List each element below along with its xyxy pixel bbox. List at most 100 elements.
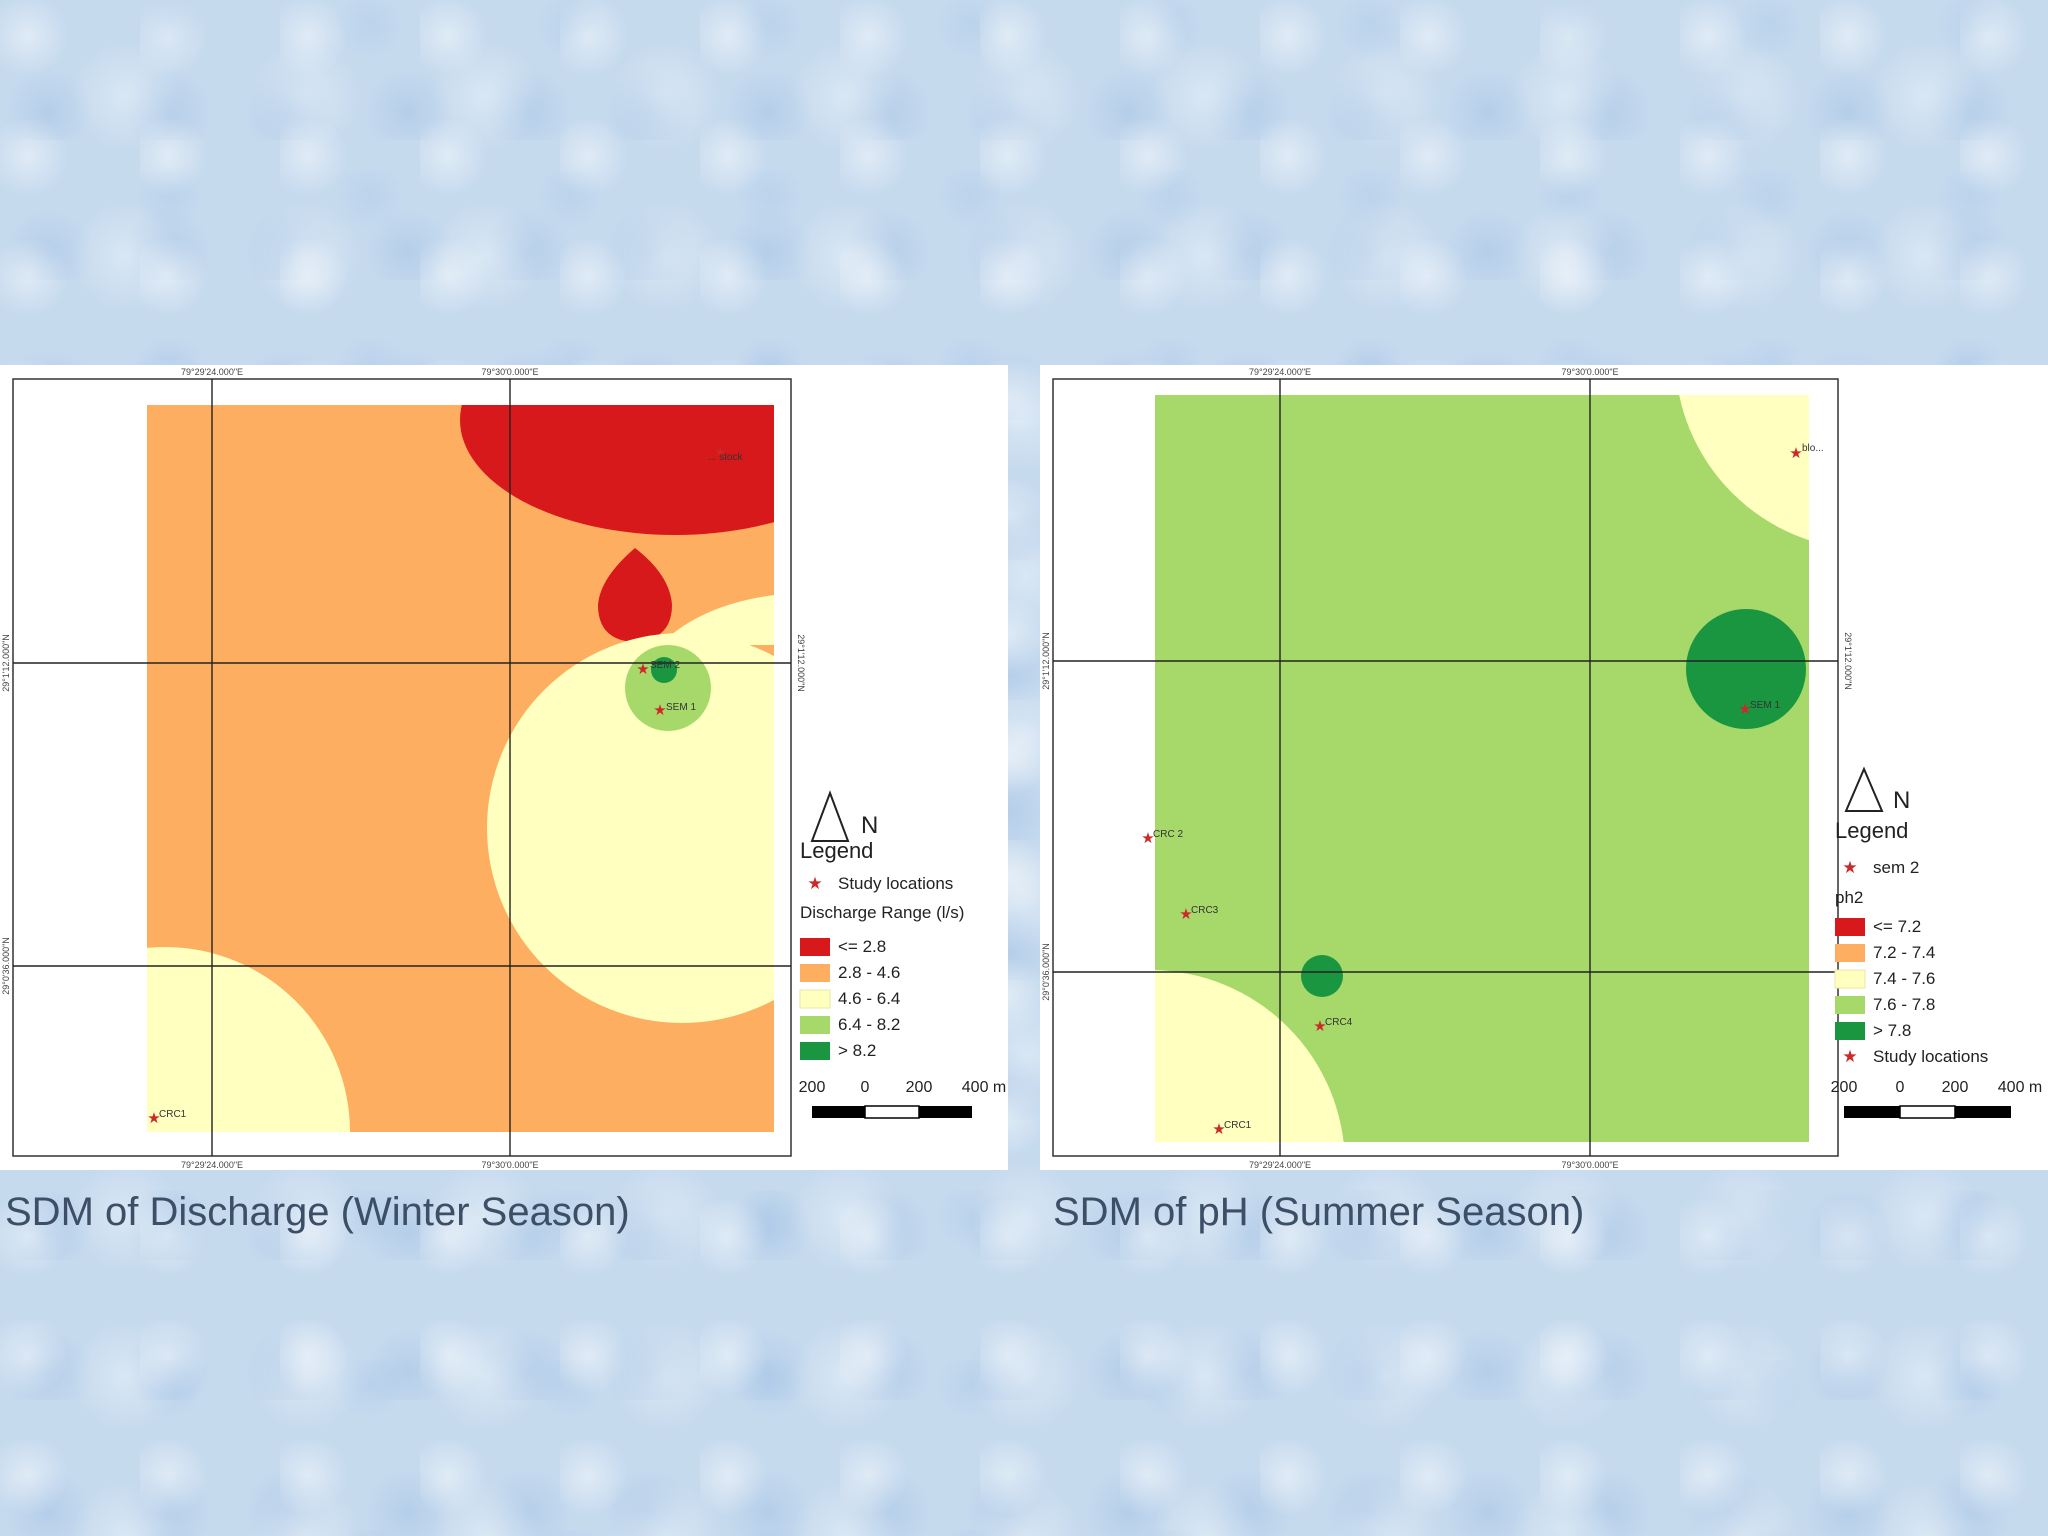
svg-text:... stock: ... stock: [708, 452, 743, 463]
star-icon: ★: [1141, 830, 1154, 847]
svg-text:Study locations: Study locations: [838, 874, 953, 893]
discharge-zone-4.6-6.4-south: [147, 947, 350, 1132]
study-site: ★ SEM 1: [1738, 700, 1780, 718]
study-site: ★ CRC1: [1212, 1120, 1251, 1138]
legend-item-swatch: 7.4 - 7.6: [1834, 969, 1935, 989]
discharge-zone-4.6-6.4-east: [487, 633, 774, 1023]
study-site: ★ CRC3: [1179, 905, 1218, 923]
ph-zone-high-east: [1686, 609, 1806, 729]
svg-text:CRC1: CRC1: [1224, 1120, 1252, 1131]
svg-text:blo...: blo...: [1802, 443, 1824, 454]
svg-text:SEM 1: SEM 1: [666, 702, 696, 713]
svg-text:CRC 2: CRC 2: [1153, 829, 1183, 840]
north-arrow: N: [810, 790, 878, 842]
legend-item-swatch: 4.6 - 6.4: [799, 989, 900, 1009]
legend-item-swatch: 7.6 - 7.8: [1835, 995, 1935, 1014]
coord-label-top-right: 79°30'0.000"E: [481, 367, 538, 377]
svg-text:CRC3: CRC3: [1191, 905, 1219, 916]
scale-bar: 200 0 200 400 m: [1831, 1079, 2042, 1119]
svg-text:7.4 - 7.6: 7.4 - 7.6: [1873, 969, 1935, 988]
star-icon: ★: [1313, 1018, 1326, 1035]
coord-label-left-upper: 29°1'12.000"N: [1041, 632, 1051, 690]
star-icon: ★: [653, 702, 666, 719]
star-icon: ★: [1738, 701, 1751, 718]
svg-text:6.4 - 8.2: 6.4 - 8.2: [838, 1015, 900, 1034]
legend-item-swatch: 2.8 - 4.6: [800, 963, 900, 982]
svg-text:0: 0: [861, 1079, 870, 1096]
star-icon: ★: [715, 445, 726, 459]
map-frame: [1052, 378, 1839, 1157]
legend-title: Legend: [800, 838, 873, 863]
study-site: ★ blo...: [1789, 443, 1823, 462]
coord-label-top-left: 79°29'24.000"E: [1249, 367, 1311, 377]
ph-zone-high-south: [1301, 955, 1343, 997]
star-icon: ★: [147, 1110, 160, 1127]
svg-text:200: 200: [1942, 1079, 1969, 1096]
svg-text:> 7.8: > 7.8: [1873, 1021, 1911, 1040]
coord-label-bottom-left: 79°29'24.000"E: [1249, 1160, 1311, 1170]
ph-map: 79°29'24.000"E 79°30'0.000"E 79°29'24.00…: [1041, 367, 2042, 1170]
discharge-map: 79°29'24.000"E 79°30'0.000"E 79°29'24.00…: [1, 367, 1006, 1170]
svg-text:200: 200: [906, 1079, 933, 1096]
coord-label-left-lower: 29°0'36.000"N: [1041, 943, 1051, 1001]
svg-text:200: 200: [1831, 1079, 1858, 1096]
svg-text:sem 2: sem 2: [1873, 858, 1919, 877]
discharge-map-caption: SDM of Discharge (Winter Season): [5, 1190, 630, 1234]
legend-item-swatch: 6.4 - 8.2: [800, 1015, 900, 1034]
svg-text:200: 200: [799, 1079, 826, 1096]
discharge-map-panel: 79°29'24.000"E 79°30'0.000"E 79°29'24.00…: [0, 365, 1008, 1170]
star-icon: ★: [1212, 1121, 1225, 1138]
legend-heading: ph2: [1835, 888, 1863, 907]
study-site: ★ CRC 2: [1141, 829, 1183, 847]
discharge-zone-6.4-8.2: [625, 645, 711, 731]
svg-text:N: N: [1893, 787, 1910, 814]
ph-zone-7.4-7.6-southwest: [1155, 970, 1344, 1142]
discharge-zone-low: [460, 405, 774, 535]
svg-text:> 8.2: > 8.2: [838, 1041, 876, 1060]
coord-label-left-lower: 29°0'36.000"N: [1, 937, 11, 995]
scale-bar: 200 0 200 400 m: [799, 1079, 1006, 1119]
svg-text:Study locations: Study locations: [1873, 1047, 1988, 1066]
svg-text:2.8 - 4.6: 2.8 - 4.6: [838, 963, 900, 982]
study-site: ★ CRC1: [147, 1109, 186, 1127]
coord-label-right-upper: 29°1'12.000"N: [1843, 632, 1853, 690]
north-arrow-icon: [1844, 766, 1884, 812]
svg-text:<= 7.2: <= 7.2: [1873, 917, 1921, 936]
star-icon: ★: [1842, 858, 1857, 877]
legend-heading: Discharge Range (l/s): [800, 903, 964, 922]
coord-label-right-upper: 29°1'12.000"N: [796, 634, 806, 692]
svg-text:7.2 - 7.4: 7.2 - 7.4: [1873, 943, 1935, 962]
svg-text:4.6 - 6.4: 4.6 - 6.4: [838, 989, 900, 1008]
ph-zone-7.4-7.6-northeast: [1679, 395, 1809, 541]
legend-title: Legend: [1835, 818, 1908, 843]
coord-label-bottom-right: 79°30'0.000"E: [481, 1160, 538, 1170]
discharge-zone-low-blob: [598, 548, 672, 642]
legend-item-symbol: ★ Study locations: [807, 874, 953, 893]
star-icon: ★: [1789, 445, 1802, 462]
svg-text:0: 0: [1896, 1079, 1905, 1096]
coord-label-bottom-left: 79°29'24.000"E: [181, 1160, 243, 1170]
study-site: ★ CRC4: [1313, 1017, 1352, 1035]
coord-label-bottom-right: 79°30'0.000"E: [1561, 1160, 1618, 1170]
map-frame: [12, 378, 792, 1157]
svg-text:CRC4: CRC4: [1325, 1017, 1353, 1028]
legend-item-symbol: ★ Study locations: [1842, 1047, 1988, 1066]
svg-text:CRC1: CRC1: [159, 1109, 187, 1120]
north-arrow: N: [1844, 766, 1910, 814]
svg-text:N: N: [861, 812, 878, 839]
star-icon: ★: [636, 661, 649, 678]
star-icon: ★: [1179, 906, 1192, 923]
legend-item-swatch: <= 7.2: [1835, 917, 1921, 936]
legend-item-swatch: > 7.8: [1835, 1021, 1911, 1040]
study-site: ★ ... stock: [708, 445, 743, 463]
coord-label-top-left: 79°29'24.000"E: [181, 367, 243, 377]
star-icon: ★: [1842, 1047, 1857, 1066]
legend-item-swatch: > 8.2: [800, 1041, 876, 1060]
star-icon: ★: [807, 874, 822, 893]
study-site: ★ SEM 1: [653, 702, 696, 719]
ph-map-panel: 79°29'24.000"E 79°30'0.000"E 79°29'24.00…: [1040, 365, 2048, 1170]
coord-label-left-upper: 29°1'12.000"N: [1, 634, 11, 692]
legend-item-symbol: ★ sem 2: [1842, 858, 1919, 877]
svg-text:SEM 1: SEM 1: [1750, 700, 1780, 711]
svg-text:400 m: 400 m: [962, 1079, 1006, 1096]
